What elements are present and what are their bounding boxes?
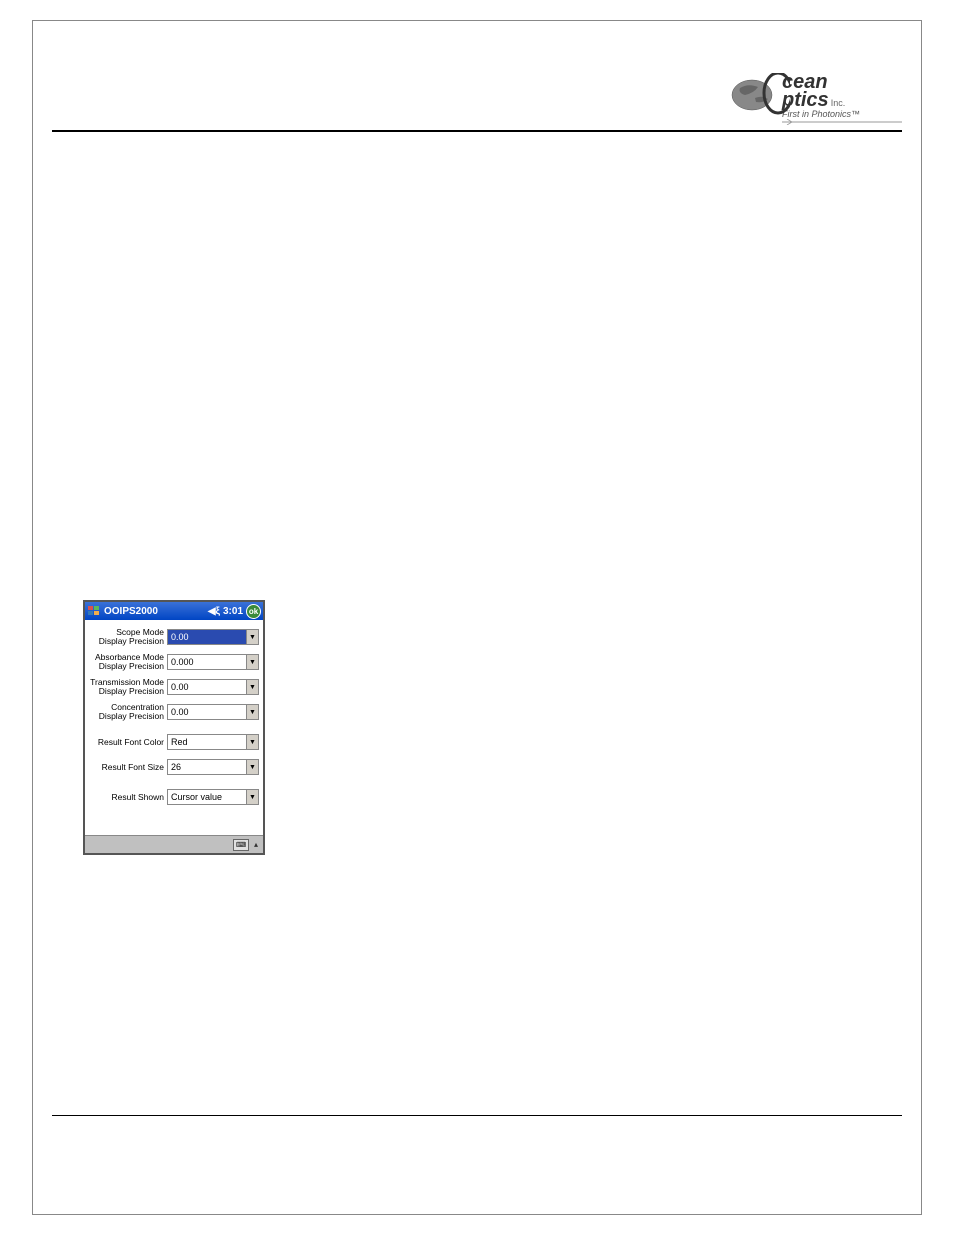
select-scope-value: 0.00: [171, 632, 189, 642]
chevron-down-icon[interactable]: ▼: [246, 655, 258, 669]
keyboard-icon[interactable]: ⌨: [233, 839, 249, 851]
chevron-down-icon[interactable]: ▼: [246, 705, 258, 719]
select-resultshown-value: Cursor value: [171, 792, 222, 802]
row-fontcolor: Result Font Color Red ▼: [89, 731, 259, 753]
logo-tagline: First in Photonics™: [782, 109, 860, 119]
row-resultshown: Result Shown Cursor value ▼: [89, 786, 259, 808]
select-fontsize[interactable]: 26 ▼: [167, 759, 259, 775]
content-area: cean ptics Inc. First in Photonics™: [52, 40, 902, 132]
logo-globe-icon: [730, 73, 790, 115]
logo-text: cean ptics Inc. First in Photonics™: [782, 73, 902, 125]
logo-block: cean ptics Inc. First in Photonics™: [730, 73, 902, 125]
up-arrow-icon[interactable]: ▴: [251, 839, 261, 851]
page-header: cean ptics Inc. First in Photonics™: [52, 40, 902, 132]
label-fontcolor: Result Font Color: [89, 738, 167, 747]
select-scope[interactable]: 0.00 ▼: [167, 629, 259, 645]
titlebar-left: OOIPS2000: [87, 605, 158, 617]
label-absorbance: Absorbance Mode Display Precision: [89, 653, 167, 671]
device-window: OOIPS2000 ◀ξ 3:01 ok Scope Mode Display …: [83, 600, 265, 855]
bottom-bar: ⌨ ▴: [85, 835, 263, 853]
chevron-down-icon[interactable]: ▼: [246, 790, 258, 804]
label-resultshown: Result Shown: [89, 793, 167, 802]
chevron-down-icon[interactable]: ▼: [246, 760, 258, 774]
select-fontcolor-value: Red: [171, 737, 188, 747]
select-resultshown[interactable]: Cursor value ▼: [167, 789, 259, 805]
label-fontsize: Result Font Size: [89, 763, 167, 772]
windows-flag-icon[interactable]: [87, 605, 101, 617]
select-transmission[interactable]: 0.00 ▼: [167, 679, 259, 695]
logo-underline-icon: [782, 119, 902, 125]
select-concentration[interactable]: 0.00 ▼: [167, 704, 259, 720]
speaker-icon[interactable]: ◀ξ: [208, 606, 220, 617]
titlebar: OOIPS2000 ◀ξ 3:01 ok: [85, 602, 263, 620]
row-fontsize: Result Font Size 26 ▼: [89, 756, 259, 778]
label-transmission: Transmission Mode Display Precision: [89, 678, 167, 696]
ok-button[interactable]: ok: [246, 604, 261, 619]
chevron-down-icon[interactable]: ▼: [246, 735, 258, 749]
label-concentration: Concentration Display Precision: [89, 703, 167, 721]
footer-divider: [52, 1115, 902, 1116]
row-concentration: Concentration Display Precision 0.00 ▼: [89, 701, 259, 723]
row-transmission: Transmission Mode Display Precision 0.00…: [89, 676, 259, 698]
select-transmission-value: 0.00: [171, 682, 189, 692]
chevron-down-icon[interactable]: ▼: [246, 630, 258, 644]
row-absorbance: Absorbance Mode Display Precision 0.000 …: [89, 651, 259, 673]
chevron-down-icon[interactable]: ▼: [246, 680, 258, 694]
select-absorbance[interactable]: 0.000 ▼: [167, 654, 259, 670]
titlebar-right: ◀ξ 3:01 ok: [208, 604, 261, 619]
select-absorbance-value: 0.000: [171, 657, 194, 667]
label-scope: Scope Mode Display Precision: [89, 628, 167, 646]
form-body: Scope Mode Display Precision 0.00 ▼ Abso…: [85, 620, 263, 817]
select-fontsize-value: 26: [171, 762, 181, 772]
app-title: OOIPS2000: [104, 606, 158, 617]
select-concentration-value: 0.00: [171, 707, 189, 717]
row-scope: Scope Mode Display Precision 0.00 ▼: [89, 626, 259, 648]
clock-time: 3:01: [223, 606, 243, 617]
logo-sub: Inc.: [831, 98, 846, 108]
select-fontcolor[interactable]: Red ▼: [167, 734, 259, 750]
